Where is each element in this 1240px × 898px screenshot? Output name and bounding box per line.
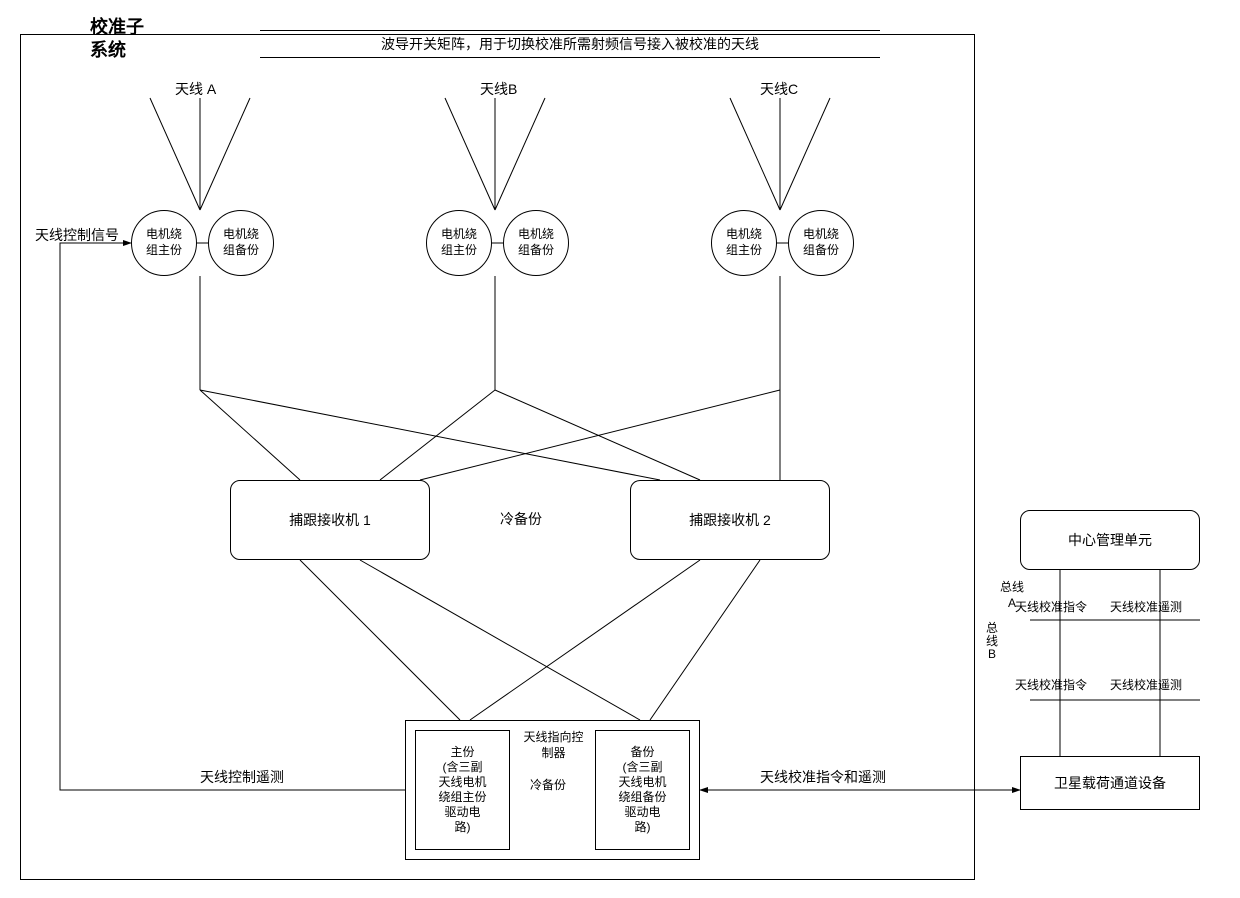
antenna-a-label: 天线 A	[175, 80, 216, 98]
antenna-control-telemetry-label: 天线控制遥测	[200, 768, 284, 786]
cold-backup-label: 冷备份	[500, 510, 542, 528]
receiver-2: 捕跟接收机 2	[630, 480, 830, 560]
calib-cmd-telemetry-label: 天线校准指令和遥测	[760, 768, 886, 786]
calib-telemetry-label-1: 天线校准遥测	[1110, 600, 1182, 616]
antenna-control-signal-label: 天线控制信号	[35, 226, 119, 244]
apc-cold-backup: 冷备份	[530, 778, 566, 794]
motor-backup-b: 电机绕 组备份	[503, 210, 569, 276]
satellite-payload-channel: 卫星载荷通道设备	[1020, 756, 1200, 810]
system-title: 校准子 系统	[90, 16, 144, 63]
calib-cmd-label-2: 天线校准指令	[1015, 678, 1087, 694]
antenna-b-label: 天线B	[480, 80, 517, 98]
receiver-1: 捕跟接收机 1	[230, 480, 430, 560]
apc-main: 主份 (含三副 天线电机 绕组主份 驱动电 路)	[415, 730, 510, 850]
calib-telemetry-label-2: 天线校准遥测	[1110, 678, 1182, 694]
central-management-unit: 中心管理单元	[1020, 510, 1200, 570]
apc-title: 天线指向控 制器	[516, 730, 591, 761]
antenna-c-label: 天线C	[760, 80, 798, 98]
motor-backup-c: 电机绕 组备份	[788, 210, 854, 276]
top-caption-group: 波导开关矩阵，用于切换校准所需射频信号接入被校准的天线	[260, 30, 880, 58]
motor-main-c: 电机绕 组主份	[711, 210, 777, 276]
motor-backup-a: 电机绕 组备份	[208, 210, 274, 276]
motor-main-b: 电机绕 组主份	[426, 210, 492, 276]
apc-backup: 备份 (含三副 天线电机 绕组备份 驱动电 路)	[595, 730, 690, 850]
top-caption: 波导开关矩阵，用于切换校准所需射频信号接入被校准的天线	[260, 31, 880, 57]
bus-b-label: 总 线 B	[986, 622, 998, 662]
calib-cmd-label-1: 天线校准指令	[1015, 600, 1087, 616]
motor-main-a: 电机绕 组主份	[131, 210, 197, 276]
